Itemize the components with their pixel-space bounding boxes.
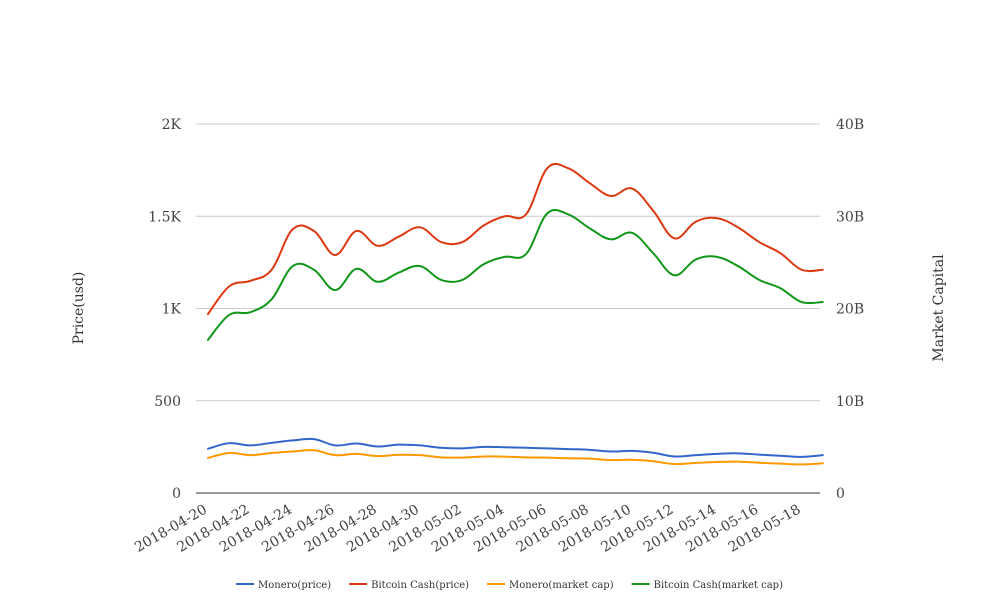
legend-label-bitcoin-cash-price: Bitcoin Cash(price) (371, 580, 469, 591)
right-tick-label: 0 (836, 486, 845, 502)
series-lines (207, 162, 824, 466)
right-axis-title: Market Capital (931, 254, 947, 362)
legend-label-monero-market-cap: Monero(market cap) (509, 580, 614, 591)
series-line-bitcoin-cash-price (207, 162, 824, 316)
gridlines (196, 123, 820, 402)
legend-label-monero-price: Monero(price) (258, 580, 331, 591)
right-tick-label: 40B (836, 117, 864, 133)
legend-label-bitcoin-cash-market-cap: Bitcoin Cash(market cap) (654, 580, 783, 591)
left-axis-ticks: 0 500 1K 1.5K 2K (148, 117, 181, 502)
legend: Monero(price) Bitcoin Cash(price) Monero(m… (236, 580, 783, 591)
series-line-monero-price (207, 437, 824, 458)
left-axis-title: Price(usd) (71, 272, 87, 345)
left-tick-label: 1K (162, 302, 182, 318)
left-tick-label: 1.5K (148, 209, 181, 225)
right-axis-ticks: 0 10B 20B 30B 40B (836, 117, 864, 502)
left-tick-label: 500 (154, 394, 181, 410)
left-tick-label: 2K (162, 117, 182, 133)
series-line-bitcoin-cash-market-cap (207, 208, 824, 341)
right-tick-label: 20B (836, 302, 864, 318)
x-axis-ticks: 2018-04-202018-04-222018-04-242018-04-26… (132, 502, 804, 556)
right-tick-label: 10B (836, 394, 864, 410)
left-tick-label: 0 (172, 486, 181, 502)
right-tick-label: 30B (836, 209, 864, 225)
series-line-monero-market-cap (207, 449, 824, 466)
